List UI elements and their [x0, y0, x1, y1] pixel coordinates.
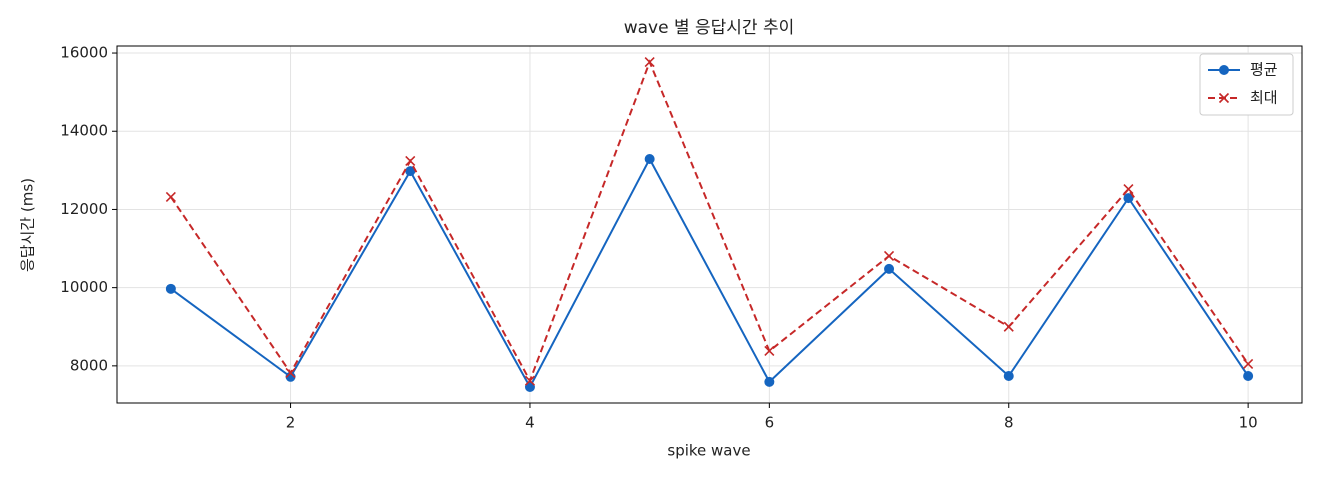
x-tick-label: 2	[286, 414, 296, 432]
x-tick-label: 10	[1239, 414, 1258, 432]
marker	[285, 367, 296, 378]
plot	[165, 56, 1254, 392]
marker	[1243, 358, 1254, 369]
marker	[1123, 184, 1134, 195]
marker	[165, 283, 176, 294]
y-tick-label: 16000	[60, 44, 108, 62]
marker	[165, 191, 176, 202]
grid	[117, 46, 1302, 403]
y-axis-label: 응답시간 (ms)	[19, 178, 37, 272]
marker	[524, 375, 536, 386]
marker	[644, 154, 655, 165]
marker	[1123, 193, 1134, 204]
y-tick-label: 10000	[60, 278, 108, 296]
marker	[1003, 321, 1014, 332]
marker	[524, 381, 535, 392]
marker	[644, 56, 655, 68]
marker	[1243, 371, 1254, 382]
marker	[764, 345, 775, 357]
series-line	[170, 59, 1249, 384]
y-tick-label: 14000	[60, 122, 108, 140]
legend-label: 최대	[1250, 89, 1278, 107]
marker	[405, 166, 416, 177]
plot-frame	[116, 45, 1303, 404]
x-axis-label: spike wave	[667, 442, 750, 460]
y-tick-label: 8000	[70, 356, 108, 374]
marker	[1003, 371, 1014, 382]
legend-marker	[1219, 65, 1229, 75]
marker	[764, 376, 775, 387]
marker	[883, 250, 895, 262]
legend-box	[1199, 53, 1294, 116]
series-line	[170, 156, 1249, 390]
x-tick-label: 4	[525, 414, 535, 432]
y-tick-label: 12000	[60, 200, 108, 218]
marker	[884, 263, 895, 274]
legend-label: 평균	[1250, 61, 1278, 79]
marker	[405, 155, 416, 167]
chart-title: wave 별 응답시간 추이	[624, 18, 795, 38]
legend-marker	[1218, 92, 1230, 104]
x-tick-label: 6	[765, 414, 775, 432]
x-tick-label: 8	[1004, 414, 1014, 432]
